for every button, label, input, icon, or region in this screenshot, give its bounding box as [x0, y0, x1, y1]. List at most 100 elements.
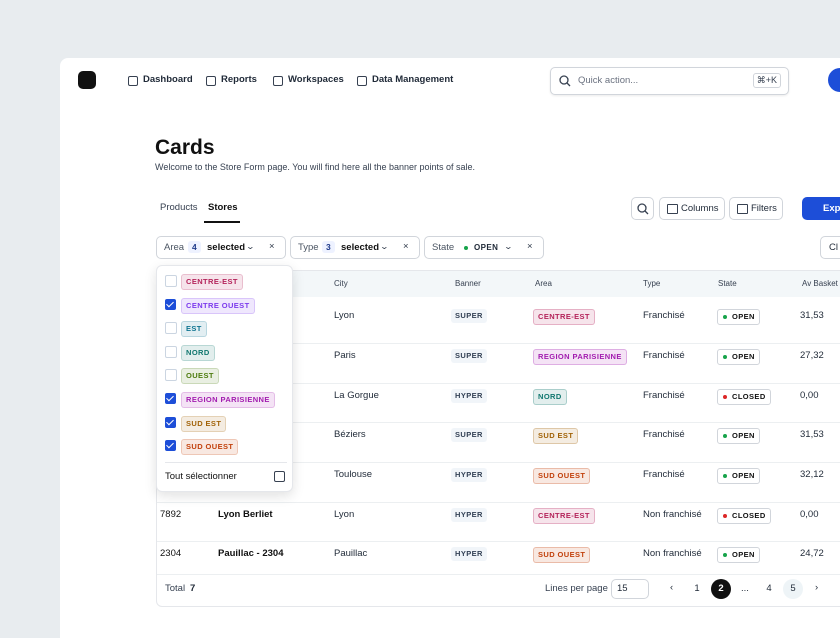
cell-basket: 0,00 — [800, 509, 819, 520]
cell-id: 2304 — [160, 548, 182, 559]
row-divider — [157, 462, 840, 463]
option-tag[interactable]: REGION PARISIENNE — [181, 392, 275, 408]
nav-item[interactable]: Dashboard — [143, 74, 193, 85]
cell-state: OPEN — [717, 547, 760, 563]
select-all[interactable]: Tout sélectionner — [165, 471, 237, 482]
button-icon — [737, 204, 748, 214]
checkbox[interactable] — [165, 345, 177, 358]
search-placeholder: Quick action... — [578, 75, 639, 86]
filter-count: 3 — [322, 241, 335, 253]
total-label: Total — [165, 583, 186, 594]
cell-city: La Gorgue — [334, 390, 379, 401]
option-tag[interactable]: CENTRE-EST — [181, 274, 243, 290]
footer-divider — [157, 574, 840, 575]
option-tag[interactable]: EST — [181, 321, 207, 338]
nav-icon — [206, 76, 216, 86]
option-tag[interactable]: OUEST — [181, 368, 219, 385]
cell-banner: SUPER — [451, 428, 487, 442]
tab-underline — [204, 221, 240, 223]
nav-item[interactable]: Data Management — [372, 74, 454, 85]
checkbox[interactable] — [165, 440, 176, 452]
filter-chip[interactable]: State OPEN ⌄ × — [424, 236, 544, 259]
page-title: Cards — [155, 136, 215, 159]
filter-chip[interactable]: Area 4 selected ⌄ × — [156, 236, 286, 259]
cell-city: Pauillac — [334, 548, 368, 559]
row-divider — [157, 541, 840, 542]
clear-x[interactable]: × — [403, 241, 409, 252]
shortcut: ⌘+K — [752, 73, 781, 88]
cell-type: Franchisé — [643, 310, 685, 321]
checkbox[interactable] — [165, 275, 177, 287]
tabs — [155, 222, 205, 224]
cell-banner: HYPER — [451, 468, 487, 482]
chevron: ⌄ — [379, 242, 390, 251]
cell-state: OPEN — [717, 349, 760, 365]
clear-x[interactable]: × — [269, 241, 275, 252]
column-header[interactable]: Type — [643, 279, 661, 288]
page-button[interactable]: 5 — [783, 579, 803, 599]
nav-icon — [273, 76, 283, 86]
page-button[interactable]: ... — [741, 583, 749, 594]
nav-item[interactable]: Workspaces — [288, 74, 344, 85]
column-header[interactable]: Av Basket — [802, 279, 838, 288]
cell-name: Pauillac - 2304 — [218, 548, 284, 559]
tab[interactable]: Products — [160, 202, 198, 213]
cell-type: Franchisé — [643, 350, 685, 361]
column-header[interactable]: Area — [535, 279, 552, 288]
export-button[interactable]: Expo — [802, 197, 840, 220]
cell-area: REGION PARISIENNE — [533, 349, 627, 365]
arrow-next[interactable]: › — [815, 582, 819, 593]
lines-select[interactable]: 15 — [611, 579, 649, 599]
cell-banner: SUPER — [451, 349, 487, 363]
arrow-prev[interactable]: ‹ — [670, 582, 674, 593]
tab[interactable]: Stores — [208, 202, 238, 213]
state-dot — [723, 355, 727, 359]
checkbox[interactable] — [165, 416, 176, 428]
cell-city: Paris — [334, 350, 356, 361]
option-tag[interactable]: SUD EST — [181, 415, 227, 432]
option-tag[interactable]: CENTRE OUEST — [181, 297, 255, 314]
search-button[interactable] — [631, 197, 654, 220]
cell-type: Franchisé — [643, 390, 685, 401]
state-dot — [723, 395, 727, 399]
toolbar-button[interactable]: Columns — [659, 197, 725, 220]
avatar[interactable] — [828, 68, 840, 92]
cell-banner: SUPER — [451, 309, 487, 323]
cell-state: OPEN — [717, 309, 760, 325]
check — [166, 299, 174, 307]
cell-area: CENTRE-EST — [533, 309, 595, 325]
filter-chip[interactable]: Type 3 selected ⌄ × — [290, 236, 420, 259]
page-button[interactable]: 4 — [766, 583, 772, 594]
column-header[interactable]: Banner — [455, 279, 481, 288]
cell-id: 7892 — [160, 509, 182, 520]
column-header[interactable]: City — [334, 279, 348, 288]
indeterminate[interactable] — [274, 471, 285, 482]
toolbar-button[interactable]: Filters — [729, 197, 783, 220]
cell-state: OPEN — [717, 428, 760, 444]
logo[interactable] — [78, 71, 96, 89]
option-tag[interactable]: SUD OUEST — [181, 439, 239, 456]
clear-button[interactable]: Cl — [820, 236, 840, 259]
cell-area: SUD OUEST — [533, 468, 591, 484]
checkbox[interactable] — [165, 322, 177, 335]
cell-type: Franchisé — [643, 429, 685, 440]
column-header[interactable]: State — [718, 279, 737, 288]
checkbox[interactable] — [165, 393, 176, 404]
search-box[interactable]: Quick action... ⌘+K — [550, 67, 789, 95]
nav-item[interactable]: Reports — [221, 74, 257, 85]
cell-area: SUD EST — [533, 428, 579, 444]
checkbox[interactable] — [165, 369, 177, 382]
page-button[interactable]: 1 — [694, 583, 700, 594]
dropdown-divider — [165, 462, 287, 463]
clear-x[interactable]: × — [527, 241, 533, 252]
button-icon — [667, 204, 678, 214]
filter-count: 4 — [188, 241, 201, 253]
option-tag[interactable]: NORD — [181, 344, 215, 361]
cell-city: Toulouse — [334, 469, 373, 480]
check — [166, 417, 174, 425]
total-value: 7 — [190, 583, 196, 594]
chevron: ⌄ — [503, 242, 514, 251]
checkbox[interactable] — [165, 298, 176, 310]
page-button[interactable]: 2 — [711, 579, 731, 599]
